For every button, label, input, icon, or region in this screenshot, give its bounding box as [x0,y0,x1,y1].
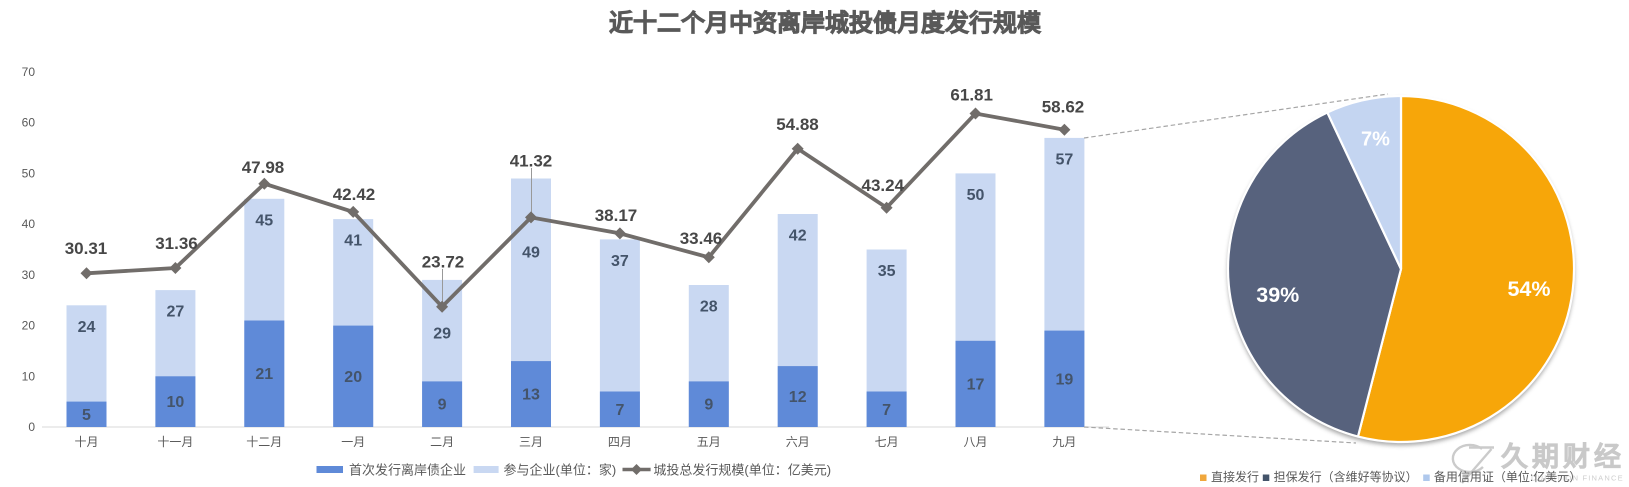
svg-text:19: 19 [1056,371,1074,388]
svg-text:十一月: 十一月 [157,435,193,449]
svg-text:近十二个月中资离岸城投债月度发行规模: 近十二个月中资离岸城投债月度发行规模 [609,9,1042,37]
svg-text:9: 9 [704,397,713,414]
svg-text:58.62: 58.62 [1042,97,1085,116]
svg-text:21: 21 [255,366,273,383]
svg-text:20: 20 [344,369,362,386]
svg-text:50: 50 [22,166,36,180]
svg-text:17: 17 [967,376,985,393]
svg-text:41: 41 [344,233,362,250]
svg-text:60: 60 [22,116,36,130]
svg-text:54%: 54% [1507,277,1550,301]
svg-text:39%: 39% [1256,283,1299,307]
svg-text:61.81: 61.81 [950,86,993,105]
svg-text:三月: 三月 [519,435,543,449]
svg-text:担保发行（含维好等协议）: 担保发行（含维好等协议） [1274,469,1418,484]
svg-text:七月: 七月 [875,435,899,449]
svg-text:28: 28 [700,299,718,316]
svg-text:5: 5 [82,407,91,424]
svg-text:10: 10 [167,394,185,411]
svg-text:参与企业(单位：家): 参与企业(单位：家) [504,463,617,478]
svg-text:70: 70 [22,65,36,79]
svg-text:38.17: 38.17 [595,206,638,225]
svg-text:30.31: 30.31 [65,239,108,258]
svg-text:29: 29 [433,326,451,343]
svg-text:50: 50 [967,187,985,204]
svg-text:37: 37 [611,253,629,270]
svg-text:十二月: 十二月 [246,435,282,449]
svg-text:57: 57 [1056,151,1074,168]
svg-text:13: 13 [522,387,540,404]
svg-text:一月: 一月 [341,435,365,449]
svg-text:33.46: 33.46 [680,229,723,248]
svg-text:31.36: 31.36 [155,234,198,253]
svg-text:20: 20 [22,319,36,333]
svg-text:30: 30 [22,268,36,282]
svg-text:43.24: 43.24 [862,176,905,195]
svg-text:45: 45 [255,212,273,229]
svg-text:备用信用证（单位:亿美元）: 备用信用证（单位:亿美元） [1434,469,1581,484]
svg-text:42.42: 42.42 [333,185,376,204]
svg-text:10: 10 [22,369,36,383]
svg-text:首次发行离岸债企业: 首次发行离岸债企业 [349,463,466,478]
svg-text:7%: 7% [1361,129,1390,151]
svg-text:DURATION FINANCE: DURATION FINANCE [1531,474,1624,483]
svg-text:42: 42 [789,228,807,245]
svg-text:六月: 六月 [786,435,810,449]
svg-text:五月: 五月 [697,435,721,449]
svg-text:9: 9 [438,397,447,414]
svg-text:九月: 九月 [1052,435,1076,449]
svg-text:49: 49 [522,244,540,261]
svg-text:24: 24 [78,319,96,336]
svg-text:12: 12 [789,389,807,406]
svg-text:7: 7 [882,402,891,419]
svg-text:7: 7 [615,402,624,419]
svg-text:54.88: 54.88 [776,115,819,134]
svg-text:四月: 四月 [608,435,632,449]
svg-text:47.98: 47.98 [242,158,285,177]
svg-text:久期财经: 久期财经 [1501,441,1625,472]
svg-text:40: 40 [22,217,36,231]
svg-text:直接发行: 直接发行 [1211,469,1259,484]
svg-text:0: 0 [28,420,35,434]
svg-text:城投总发行规模(单位：亿美元): 城投总发行规模(单位：亿美元) [653,463,831,478]
svg-text:23.72: 23.72 [422,253,465,272]
svg-text:十月: 十月 [74,435,98,449]
svg-text:41.32: 41.32 [510,152,553,171]
svg-text:八月: 八月 [963,435,987,449]
svg-text:27: 27 [167,304,185,321]
svg-text:二月: 二月 [430,435,454,449]
svg-text:35: 35 [878,263,896,280]
